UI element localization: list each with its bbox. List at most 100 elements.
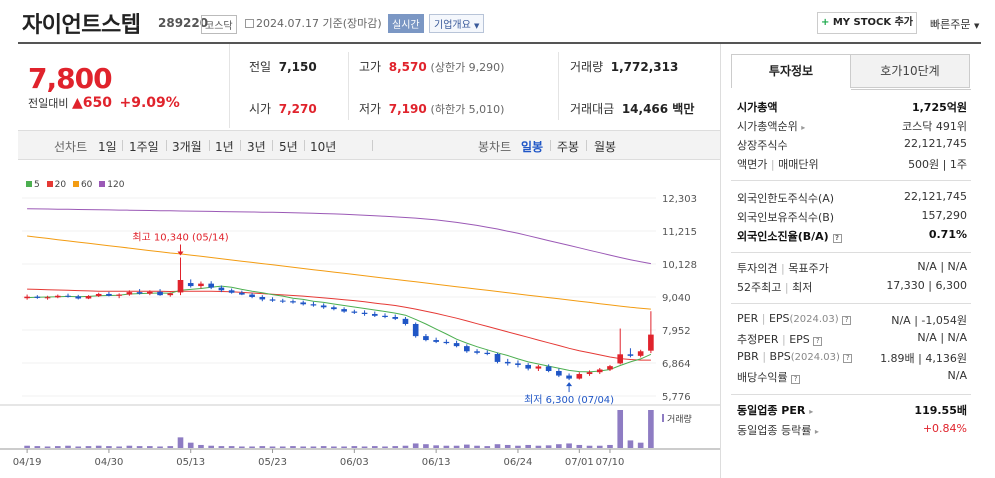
legend-ma120: 120: [95, 180, 124, 190]
est-eps-text: EPS: [789, 333, 810, 346]
period-1d[interactable]: 1일: [98, 140, 117, 154]
industry-rate-label[interactable]: 동일업종 등락률 ▸: [737, 422, 819, 438]
y-tick-label: 6,864: [662, 359, 691, 370]
candle-body: [525, 364, 531, 369]
candle-body: [187, 283, 194, 287]
candle-body: [341, 309, 347, 312]
volume-bar: [106, 446, 112, 448]
volume-bar: [249, 446, 255, 448]
period-10y[interactable]: 10년: [310, 140, 337, 154]
open-label: 시가: [249, 102, 272, 116]
volume-bar: [474, 445, 480, 448]
candle-body: [556, 371, 562, 376]
volume-bar: [351, 446, 358, 448]
current-price: 7,800: [28, 62, 113, 95]
volume-bar: [157, 446, 163, 448]
help-icon[interactable]: ?: [813, 337, 823, 346]
stock-chart[interactable]: 12,303 11,215 10,128 9,040 7,952 6,864 5,776 04…: [0, 160, 720, 478]
per-eps-row: PER | EPS(2024.03) ? N/A | -1,054원: [737, 312, 967, 330]
help-icon[interactable]: ?: [832, 234, 842, 243]
legend-swatch: [99, 181, 106, 187]
unit-label: 매매단위: [778, 158, 819, 171]
candle-monthly[interactable]: 월봉: [594, 140, 617, 154]
quick-order-label: 빠른주문: [930, 18, 971, 31]
volume-bar: [566, 443, 572, 448]
volume-bar: [637, 442, 644, 448]
candle-body: [239, 292, 245, 295]
candle-body: [24, 296, 30, 299]
candle-body: [300, 302, 307, 305]
period-1y[interactable]: 1년: [215, 140, 234, 154]
company-overview-label: 기업개요: [434, 20, 471, 31]
foreign-limit-value: 22,121,745: [904, 190, 967, 203]
period-3m[interactable]: 3개월: [172, 140, 202, 154]
volume-bar: [433, 445, 439, 448]
candle-body: [648, 334, 654, 351]
volume-bar: [85, 446, 92, 448]
x-tick-label: 06/13: [422, 457, 451, 468]
volume-bar: [371, 446, 378, 448]
candle-body: [504, 361, 511, 364]
change-amount: 650: [82, 95, 112, 111]
amount-label: 거래대금: [570, 102, 615, 116]
candle-body: [371, 313, 378, 316]
dividend-text: 배당수익률: [737, 371, 788, 384]
volume-bar: [44, 446, 51, 448]
volume-bar: [75, 446, 82, 448]
legend-swatch: [26, 181, 32, 187]
x-tick-label: 05/23: [258, 457, 287, 468]
help-icon[interactable]: ?: [791, 375, 801, 384]
volume-bar: [607, 444, 613, 448]
high-value: 8,570: [388, 60, 427, 74]
period-1w[interactable]: 1주일: [129, 140, 159, 154]
x-tick-label: 04/19: [13, 457, 42, 468]
candle-body: [218, 287, 225, 291]
ma-legend: 5 20 60 120: [22, 180, 124, 190]
open-value: 7,270: [278, 102, 317, 116]
industry-per-text: 동일업종 PER: [737, 404, 806, 417]
dividend-row: 배당수익률 ? N/A: [737, 369, 967, 387]
info-panel: 투자정보 호가10단계 시가총액 1,725억원 시가총액순위 ▸ 코스닥 491위…: [720, 44, 995, 478]
per-eps-value: N/A | -1,054원: [891, 314, 967, 327]
add-mystock-button[interactable]: + MY STOCK 추가: [817, 12, 917, 34]
est-per-value: N/A | N/A: [917, 331, 967, 344]
legend-label: 120: [107, 180, 125, 190]
candle-body: [136, 292, 143, 294]
volume-bar: [65, 445, 71, 448]
period-separator: [550, 140, 551, 151]
candle-weekly[interactable]: 주봉: [557, 140, 580, 154]
rank-label[interactable]: 시가총액순위 ▸: [737, 118, 805, 134]
industry-per-label[interactable]: 동일업종 PER ▸: [737, 402, 813, 418]
volume-bar: [412, 443, 419, 448]
opinion-text: 투자의견: [737, 262, 778, 275]
tab-investment-info[interactable]: 투자정보: [731, 54, 851, 88]
tab-orderbook[interactable]: 호가10단계: [850, 54, 970, 88]
industry-rate-text: 동일업종 등락률: [737, 424, 812, 437]
period-5y[interactable]: 5년: [279, 140, 298, 154]
volume-label: 거래량: [570, 60, 604, 74]
realtime-button[interactable]: 실시간: [388, 14, 424, 33]
panel-divider: [731, 252, 971, 253]
candle-body: [95, 293, 102, 297]
quick-order-link[interactable]: 빠른주문 ▼: [930, 16, 979, 32]
volume-bar: [484, 446, 491, 448]
legend-label: 5: [34, 180, 40, 190]
help-icon[interactable]: ?: [842, 316, 852, 325]
company-overview-dropdown[interactable]: 기업개요 ▼: [429, 14, 485, 33]
foreign-ratio-label: 외국인소진율(B/A) ?: [737, 228, 842, 244]
period-3y[interactable]: 3년: [247, 140, 266, 154]
volume-bar: [147, 446, 153, 448]
help-icon[interactable]: ?: [843, 354, 853, 363]
volume-bar: [504, 444, 511, 448]
per-eps-label: PER | EPS(2024.03) ?: [737, 312, 852, 325]
legend-ma5: 5: [22, 180, 40, 190]
volume-label: 거래량: [667, 413, 692, 425]
volume-bar: [494, 444, 501, 448]
legend-label: 20: [54, 180, 67, 190]
candle-daily[interactable]: 일봉: [521, 140, 544, 154]
volume-bar: [116, 446, 122, 448]
price-box: 7,800 전일대비 ▲650 +9.09%: [18, 44, 230, 128]
candle-body: [453, 343, 460, 347]
volume-bar: [290, 446, 296, 448]
chevron-right-icon: ▸: [809, 407, 814, 416]
